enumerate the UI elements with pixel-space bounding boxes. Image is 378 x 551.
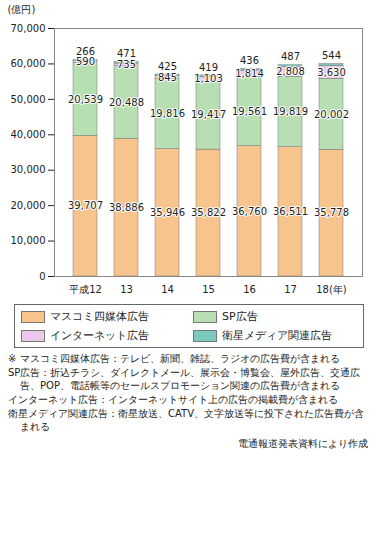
svg-text:1,814: 1,814 (235, 68, 264, 79)
svg-text:40,000: 40,000 (11, 129, 46, 140)
svg-text:0: 0 (39, 271, 45, 282)
html-text:インターネット広告: インターネット広告 (50, 329, 149, 342)
svg-text:14: 14 (161, 284, 174, 295)
svg-text:487: 487 (281, 51, 300, 62)
svg-text:419: 419 (199, 62, 218, 73)
html-text:衛星メディア関連広告: 衛星メディア関連広告 (222, 329, 332, 342)
svg-text:20,488: 20,488 (109, 97, 144, 108)
svg-text:1,103: 1,103 (194, 73, 223, 84)
svg-text:20,539: 20,539 (68, 94, 103, 105)
svg-text:38,886: 38,886 (109, 202, 144, 213)
svg-text:平成12: 平成12 (69, 284, 102, 295)
svg-text:13: 13 (120, 284, 133, 295)
svg-text:19,417: 19,417 (191, 109, 226, 120)
svg-text:436: 436 (240, 55, 259, 66)
svg-text:3,630: 3,630 (317, 67, 346, 78)
html-text:インターネット広告：インターネットサイト上の広告の掲載費が含: インターネット広告：インターネットサイト上の広告の掲載費が含まれる (8, 394, 338, 405)
html-text:SP広告：折込チラシ、ダイレクトメール、展示会・博覧会、屋外: SP広告：折込チラシ、ダイレクトメール、展示会・博覧会、屋外広告、交通広告、PO… (8, 367, 361, 391)
svg-text:471: 471 (117, 48, 136, 59)
html-text:衛星メディア関連広告：衛星放送、CATV、文字放送等に投下さ: 衛星メディア関連広告：衛星放送、CATV、文字放送等に投下された広告費が含まれる (8, 408, 364, 432)
svg-text:36,511: 36,511 (273, 206, 308, 217)
svg-text:60,000: 60,000 (11, 58, 46, 69)
svg-text:19,561: 19,561 (232, 106, 267, 117)
html-text:マスコミ四媒体広告: マスコミ四媒体広告 (50, 310, 149, 323)
svg-text:20,000: 20,000 (11, 200, 46, 211)
svg-text:15: 15 (202, 284, 215, 295)
svg-text:70,000: 70,000 (11, 23, 46, 34)
html-text:※ マスコミ四媒体広告：テレビ、新聞、雑誌、ラジオの広告費が: ※ マスコミ四媒体広告：テレビ、新聞、雑誌、ラジオの広告費が含まれる (8, 353, 340, 364)
svg-text:35,778: 35,778 (314, 207, 349, 218)
svg-text:590: 590 (76, 56, 95, 67)
svg-text:(億円): (億円) (8, 4, 36, 15)
svg-text:266: 266 (76, 46, 95, 57)
svg-text:30,000: 30,000 (11, 164, 46, 175)
svg-text:19,819: 19,819 (273, 106, 308, 117)
svg-text:18(年): 18(年) (316, 284, 347, 295)
svg-text:39,707: 39,707 (68, 200, 103, 211)
svg-text:425: 425 (158, 61, 177, 72)
svg-text:35,946: 35,946 (150, 207, 185, 218)
svg-text:544: 544 (322, 50, 341, 61)
svg-text:19,816: 19,816 (150, 108, 185, 119)
svg-text:10,000: 10,000 (11, 235, 46, 246)
svg-text:20,002: 20,002 (314, 109, 349, 120)
html-text:電通報道発表資料により作成: 電通報道発表資料により作成 (238, 438, 368, 449)
svg-text:16: 16 (243, 284, 256, 295)
svg-text:50,000: 50,000 (11, 94, 46, 105)
html-text:SP広告: SP広告 (222, 310, 258, 323)
svg-text:36,760: 36,760 (232, 206, 267, 217)
svg-text:17: 17 (284, 284, 297, 295)
svg-text:735: 735 (117, 59, 136, 70)
svg-text:845: 845 (158, 72, 177, 83)
svg-text:2,808: 2,808 (276, 66, 305, 77)
svg-text:35,822: 35,822 (191, 207, 226, 218)
